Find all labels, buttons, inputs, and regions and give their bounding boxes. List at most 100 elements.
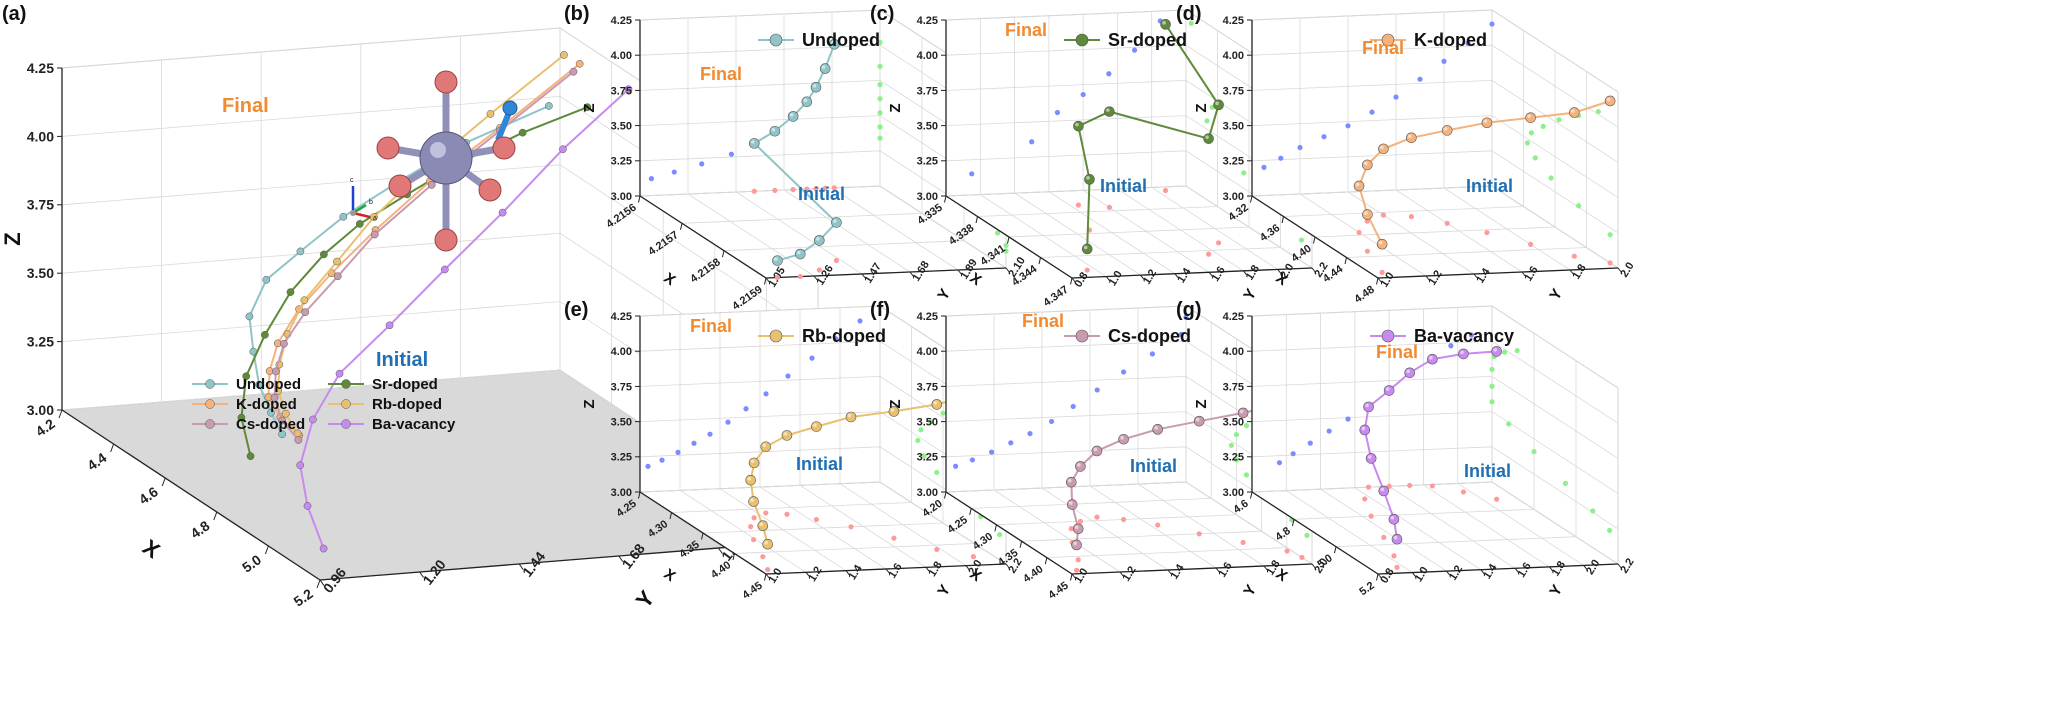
point-highlight [1074, 525, 1079, 530]
projection-floor [1075, 202, 1082, 208]
y-axis-title: Y [1240, 582, 1260, 600]
data-point [575, 59, 584, 68]
data-point [1376, 238, 1388, 250]
projection-x-wall [1054, 109, 1061, 116]
z-tick-label: 4.00 [27, 128, 54, 144]
data-point [1073, 120, 1084, 132]
x-tick-label: 4.45 [1046, 580, 1070, 602]
y-tick-mark [765, 573, 770, 579]
y-tick-mark [1311, 267, 1316, 273]
gridline-y [799, 309, 927, 568]
y-tick-mark [1263, 565, 1268, 571]
legend-label: Sr-doped [372, 376, 438, 393]
data-point [370, 230, 379, 239]
projection-x-wall [857, 318, 863, 324]
z-tick-label: 3.25 [917, 156, 938, 168]
point-highlight [1364, 161, 1368, 166]
data-point [745, 474, 757, 486]
x-tick-mark [264, 545, 269, 555]
gridline-y [979, 18, 1107, 277]
b-axis-label: b [369, 199, 373, 206]
data-point [819, 63, 831, 74]
point-highlight [933, 401, 938, 405]
x-tick-mark [975, 216, 978, 224]
projection-y-wall [877, 39, 883, 45]
data-point [1441, 125, 1453, 136]
projection-x-wall [1369, 109, 1375, 115]
point-highlight [1390, 515, 1395, 520]
projection-floor [1380, 212, 1387, 218]
z-tick-label: 3.75 [27, 197, 54, 213]
projection-y-wall [1576, 203, 1582, 209]
projection-x-wall [1290, 451, 1296, 457]
point-highlight [803, 98, 808, 103]
data-point [255, 380, 263, 389]
x-tick-mark [110, 443, 115, 453]
y-tick-mark [1215, 567, 1220, 573]
data-point [486, 110, 495, 118]
data-point [1458, 348, 1469, 360]
b-site-atom [419, 131, 473, 185]
data-point [1359, 424, 1371, 436]
data-point [440, 265, 449, 274]
projections [969, 18, 1305, 273]
z-axis-title: Z [887, 103, 904, 112]
data-point [781, 430, 793, 441]
z-tick-label: 3.50 [917, 120, 938, 132]
y-tick-mark [1277, 269, 1282, 274]
gridline-y [1423, 308, 1550, 568]
data-point [319, 544, 328, 553]
z-tick-label: 4.00 [1223, 50, 1244, 62]
gridline-y [1347, 16, 1475, 275]
point-highlight [1086, 176, 1090, 180]
projection-floor [1444, 220, 1450, 226]
z-tick-label: 4.25 [917, 15, 938, 27]
projection-floor [1368, 513, 1374, 519]
y-tick-mark [1208, 271, 1213, 277]
projection-floor [748, 524, 754, 530]
x-tick-mark [764, 277, 767, 285]
projection-x-wall [953, 463, 959, 469]
projection-x-wall [1008, 440, 1014, 446]
z-tick-label: 3.00 [611, 487, 632, 499]
projection-floor [1528, 241, 1534, 247]
projections [1261, 21, 1613, 275]
x-axis-line [61, 409, 321, 581]
data-point [931, 399, 943, 410]
point-highlight [1162, 21, 1166, 25]
data-point [267, 408, 275, 417]
panel-d: (d)3.003.253.503.754.004.254.324.364.404… [1176, 3, 1637, 306]
y-tick-mark [1425, 275, 1430, 281]
y-axis-title: Y [934, 582, 954, 600]
z-axis-title: Z [581, 103, 598, 112]
z-tick-label: 3.50 [611, 416, 632, 428]
projection-x-wall [1106, 71, 1112, 77]
data-point [1353, 180, 1365, 192]
x-tick-label: 4.8 [187, 517, 212, 541]
point-highlight [1355, 182, 1360, 187]
gridline-y [1457, 307, 1584, 566]
data-point [301, 308, 310, 317]
x-tick-label: 5.2 [1357, 580, 1376, 599]
gridline-y [759, 311, 887, 570]
x-tick-mark [701, 532, 704, 540]
projection-floor [1084, 267, 1090, 273]
projection-floor [1215, 240, 1222, 246]
z-tick-label: 3.50 [917, 416, 938, 428]
projection-y-wall [1548, 175, 1554, 181]
projection-y-wall [877, 63, 883, 69]
initial-label: Initial [1100, 176, 1147, 196]
data-point [1378, 485, 1390, 497]
data-point [748, 457, 760, 469]
point-highlight [1093, 447, 1098, 452]
data-point [583, 103, 592, 112]
legend-swatch-marker [341, 379, 351, 389]
panel-g: (g)3.003.253.503.754.004.254.64.85.05.20… [1176, 299, 1637, 599]
x-tick-mark [944, 195, 947, 203]
legend-label: Undoped [236, 376, 301, 393]
projection-x-wall [1393, 94, 1399, 100]
projection-x-wall [675, 449, 681, 456]
projection-y-wall [1489, 383, 1495, 389]
projection-x-wall [707, 431, 713, 437]
data-point [1072, 523, 1084, 535]
